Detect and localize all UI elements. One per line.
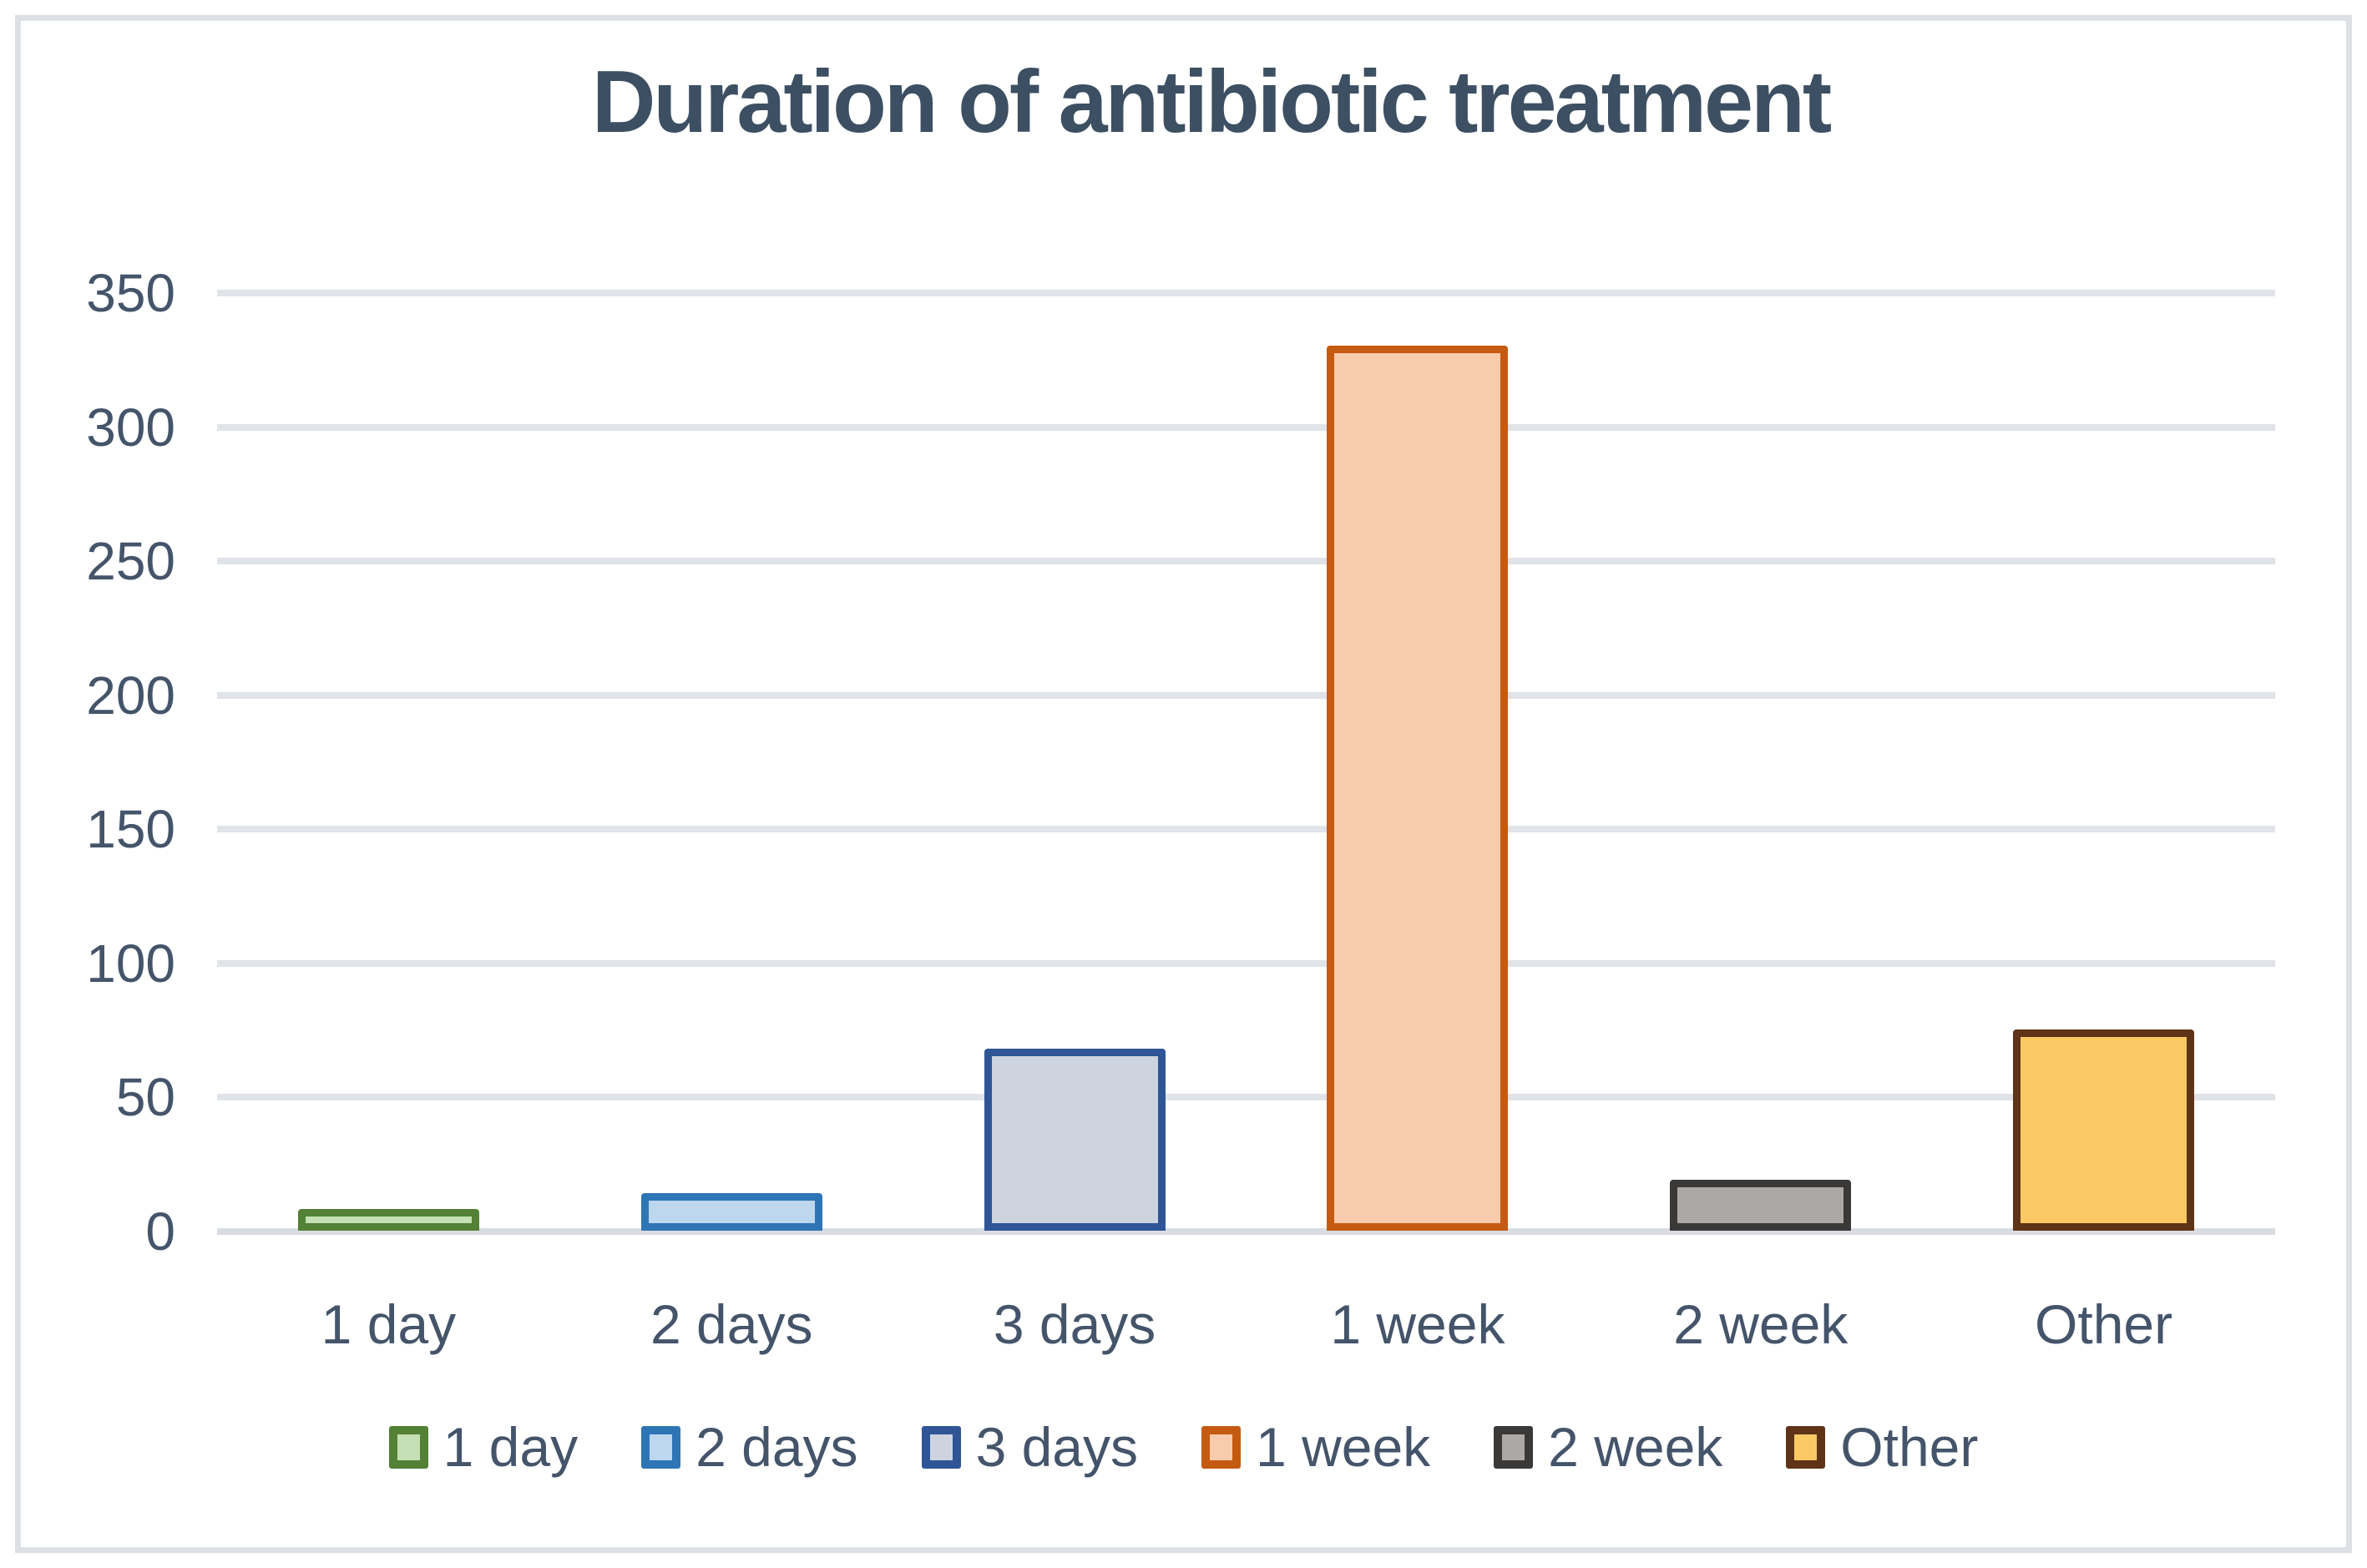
y-axis-labels: 0 50 100 150 200 250 300 350	[42, 263, 175, 1262]
legend-item-2-days: 2 days	[641, 1415, 858, 1479]
gridline-50	[217, 1094, 2275, 1101]
legend-label-1-week: 1 week	[1256, 1416, 1431, 1478]
y-tick-label-150: 150	[86, 799, 175, 860]
gridline-350	[217, 290, 2275, 296]
legend-item-1-day: 1 day	[388, 1415, 579, 1479]
gridline-200	[217, 691, 2275, 699]
legend-swatch-1-day	[388, 1425, 428, 1469]
y-tick-label-250: 250	[86, 531, 175, 592]
gridline-150	[217, 826, 2275, 833]
legend-item-other: Other	[1786, 1415, 1978, 1479]
legend-swatch-3-days	[921, 1425, 961, 1469]
legend-swatch-other	[1786, 1425, 1826, 1469]
y-tick-label-0: 0	[145, 1201, 175, 1262]
x-tick-label-3-days: 3 days	[993, 1293, 1156, 1355]
legend-label-other: Other	[1840, 1416, 1979, 1478]
chart-title: Duration of antibiotic treatment	[591, 53, 1832, 151]
legend: 1 day 2 days 3 days 1 week 2 week Other	[0, 1415, 2367, 1479]
y-tick-label-350: 350	[86, 263, 175, 323]
bar-1-day	[298, 1209, 479, 1231]
legend-label-2-week: 2 week	[1548, 1416, 1723, 1478]
x-tick-label-2-week: 2 week	[1673, 1293, 1849, 1355]
x-tick-label-1-day: 1 day	[321, 1293, 457, 1355]
legend-label-2-days: 2 days	[695, 1416, 858, 1478]
y-tick-label-300: 300	[86, 397, 175, 458]
legend-swatch-2-week	[1494, 1425, 1534, 1469]
legend-label-3-days: 3 days	[975, 1416, 1139, 1478]
y-tick-label-50: 50	[115, 1067, 175, 1128]
gridline-250	[217, 558, 2275, 565]
legend-swatch-1-week	[1201, 1425, 1242, 1469]
x-axis-labels: 1 day 2 days 3 days 1 week 2 week Other	[217, 1269, 2275, 1361]
legend-item-3-days: 3 days	[921, 1415, 1139, 1479]
y-tick-label-100: 100	[86, 933, 175, 994]
legend-swatch-2-days	[641, 1425, 681, 1469]
bar-2-week	[1670, 1180, 1851, 1231]
gridline-300	[217, 423, 2275, 431]
gridline-100	[217, 959, 2275, 967]
x-tick-label-2-days: 2 days	[650, 1293, 813, 1355]
legend-item-1-week: 1 week	[1201, 1415, 1430, 1479]
bar-1-week	[1327, 346, 1508, 1231]
legend-label-1-day: 1 day	[443, 1416, 579, 1478]
bar-other	[2013, 1029, 2194, 1231]
bar-2-days	[641, 1193, 822, 1231]
legend-item-2-week: 2 week	[1494, 1415, 1722, 1479]
bar-3-days	[984, 1049, 1166, 1231]
x-tick-label-other: Other	[2035, 1293, 2173, 1355]
x-tick-label-1-week: 1 week	[1330, 1293, 1505, 1355]
x-axis-line	[217, 1228, 2275, 1235]
y-tick-label-200: 200	[86, 665, 175, 726]
plot-area	[217, 290, 2275, 1235]
